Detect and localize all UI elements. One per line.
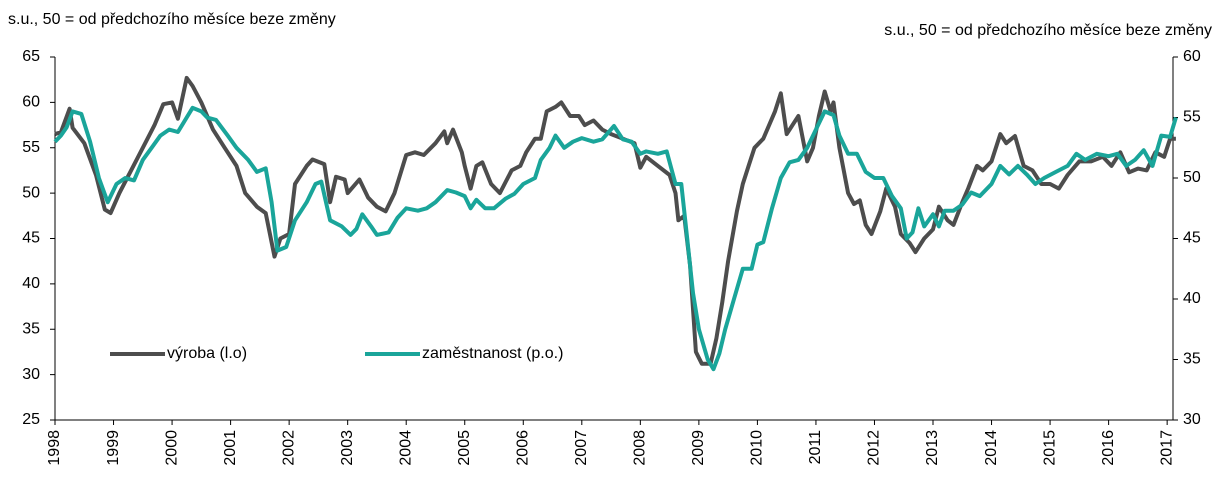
y-tick-label: 65 [22,48,40,65]
line-series [53,105,1178,372]
x-tick-label: 2000 [163,430,180,466]
x-tick-label: 2014 [983,430,1000,466]
x-tick-label: 2007 [573,430,590,466]
y-tick-label: 30 [22,366,40,383]
y-tick-label: 60 [22,94,40,111]
y-tick-label: 50 [22,184,40,201]
legend-label: výroba (l.o) [167,345,247,362]
y-axis-label: s.u., 50 = od předchozího měsíce beze zm… [8,11,336,28]
legend-label: zaměstnanost (p.o.) [422,345,563,362]
x-tick-label: 2008 [632,430,649,466]
y-tick-label: 25 [22,411,40,428]
x-tick-label: 2015 [1041,430,1058,466]
x-tick-label: 2003 [339,430,356,466]
x-tick-label: 2001 [222,430,239,466]
y2-tick-label: 30 [1183,411,1201,428]
y-tick-label: 55 [22,139,40,156]
x-tick-label: 2002 [280,430,297,466]
y2-tick-label: 55 [1183,109,1201,126]
x-tick-label: 1998 [46,430,63,466]
y2-axis-label: s.u., 50 = od předchozího měsíce beze zm… [884,22,1212,39]
x-tick-label: 2004 [397,430,414,466]
y2-tick-label: 40 [1183,290,1201,307]
line-series [54,75,1176,366]
x-tick-label: 2006 [514,430,531,466]
x-tick-label: 2005 [456,430,473,466]
y-tick-label: 35 [22,320,40,337]
x-tick-label: 2009 [690,430,707,466]
x-tick-label: 1999 [105,430,122,466]
x-tick-label: 2016 [1100,430,1117,466]
y-tick-label: 40 [22,275,40,292]
y2-tick-label: 35 [1183,351,1201,368]
x-tick-label: 2017 [1158,430,1175,466]
x-tick-label: 2011 [807,430,824,465]
y-tick-label: 45 [22,230,40,247]
y2-tick-label: 45 [1183,230,1201,247]
y2-tick-label: 50 [1183,169,1201,186]
y2-tick-label: 60 [1183,48,1201,65]
x-tick-label: 2012 [866,430,883,466]
x-tick-label: 2013 [924,430,941,466]
x-tick-label: 2010 [749,430,766,466]
